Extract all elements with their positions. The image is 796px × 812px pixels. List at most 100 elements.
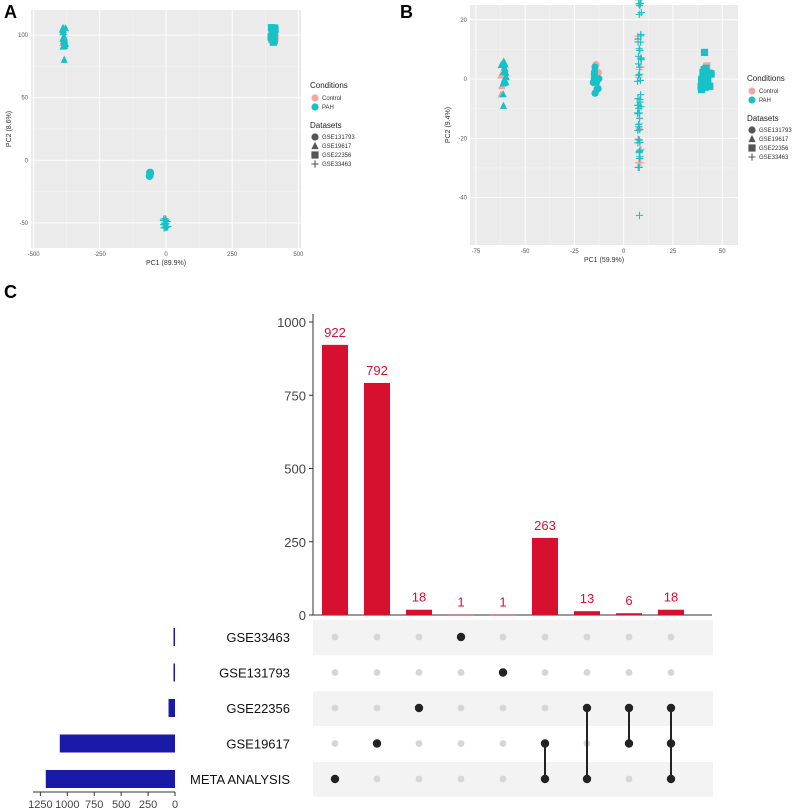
set-size-bar [59,734,176,753]
x-tick-label: 250 [227,252,238,258]
matrix-dot-empty [415,669,423,676]
legend-condition-label: Control [322,96,341,102]
x-tick-label: -500 [28,252,41,258]
x-tick-label: 50 [719,249,726,255]
matrix-dot-filled [666,739,676,748]
plot-background [470,5,738,245]
bar-y-tick-label: 0 [299,608,306,623]
data-point-outlier [499,101,508,109]
data-point-gse22356 [706,82,714,90]
y-tick-label: -50 [19,221,28,227]
data-point-gse22356 [704,77,712,85]
intersection-bar-label: 922 [324,325,346,340]
intersection-bar [490,614,516,616]
matrix-dot-empty [331,740,339,747]
matrix-row-stripe [313,691,713,726]
intersection-bar [616,613,642,615]
legend-swatch-dataset [311,133,319,141]
y-tick-label: 0 [25,158,29,164]
matrix-dot-filled [540,774,550,784]
matrix-dot-empty [457,775,465,783]
data-point-gse19617 [60,55,68,63]
legend-dataset-label: GSE19617 [322,144,352,150]
matrix-dot-empty [415,740,423,747]
legend-dataset-label: GSE131793 [322,135,355,141]
data-point-gse33463 [633,77,642,85]
legend-swatch-dataset [311,151,319,159]
x-tick-label: -75 [472,249,481,255]
legend-dataset-label: GSE19617 [759,137,789,143]
legend-dataset-label: GSE131793 [759,128,792,134]
y-tick-label: -40 [458,196,467,202]
legend-swatch-dataset [748,126,756,134]
data-point-gse19617 [500,78,509,87]
matrix-dot-empty [583,633,591,641]
legend-swatch-condition [311,103,319,111]
matrix-dot-filled [624,703,634,713]
legend-dataset-label: GSE22356 [322,153,352,159]
legend-conditions-title: Conditions [310,81,348,90]
matrix-dot-filled [666,703,676,713]
matrix-dot-empty [541,633,549,641]
set-size-tick-label: 250 [139,799,157,811]
intersection-bar-label: 263 [534,518,556,533]
matrix-dot-empty [457,740,465,747]
intersection-bar-label: 1 [499,595,506,610]
data-point-gse33463 [634,71,643,79]
x-axis-label: PC1 (89.9%) [146,260,186,267]
matrix-dot-empty [541,704,549,712]
intersection-bar [658,609,684,615]
data-point-gse33463 [636,98,644,106]
matrix-dot-empty [415,775,423,783]
data-point-gse33463 [636,146,644,154]
legend-conditions-title: Conditions [747,74,785,83]
y-tick-label: 0 [464,77,468,83]
set-size-tick-label: 1250 [28,799,52,811]
bar-y-tick-label: 1000 [277,315,306,330]
set-size-bar [173,663,175,682]
data-point-gse22356 [702,64,710,72]
data-point-gse33463 [637,8,645,17]
matrix-row-stripe [313,620,713,655]
matrix-dot-empty [625,775,633,783]
data-point-gse33463 [636,126,644,134]
matrix-dot-filled [582,774,592,784]
matrix-dot-empty [499,633,507,641]
data-point-gse33463 [634,163,642,172]
legend-condition-label: Control [759,89,778,95]
data-point-gse33463 [637,55,645,63]
x-tick-label: -250 [94,252,107,258]
set-name-label: GSE33463 [226,630,290,645]
data-point-gse33463 [636,138,644,147]
y-tick-label: 50 [21,96,28,102]
data-point-gse33463 [161,220,169,228]
data-point-gse33463 [634,121,643,129]
data-point-gse33463 [634,60,643,68]
data-point-gse22356 [269,31,278,40]
data-point-gse33463 [637,159,645,167]
x-tick-label: 500 [293,252,304,258]
data-point-outlier [700,48,709,57]
set-size-bar [168,699,175,717]
x-tick-label: 0 [164,252,168,258]
data-point-gse19617 [497,71,505,79]
data-point-gse131793 [594,85,602,93]
y-axis-label: PC2 (9.4%) [445,107,452,143]
data-point-gse33463 [636,46,644,55]
legend-dataset-label: GSE33463 [322,162,352,168]
bar-y-tick-label: 250 [284,535,306,550]
matrix-dot-empty [499,704,507,712]
data-point-gse131793 [591,63,599,71]
intersection-bar [574,611,600,615]
legend-datasets-title: Datasets [310,121,342,130]
matrix-dot-empty [583,669,591,676]
data-point-gse19617 [501,64,509,73]
pca-plot-b: -75 -50 -25 0 25 50 -40 -20 0 20 PC1 (59.9%) PC2 (9… [445,0,792,264]
set-name-label: GSE22356 [226,701,290,716]
data-point-outlier [635,211,644,219]
legend-datasets-title: Datasets [747,114,779,123]
legend-swatch-dataset [748,153,756,161]
x-tick-label: 0 [622,249,626,255]
matrix-dot-empty [499,740,507,747]
